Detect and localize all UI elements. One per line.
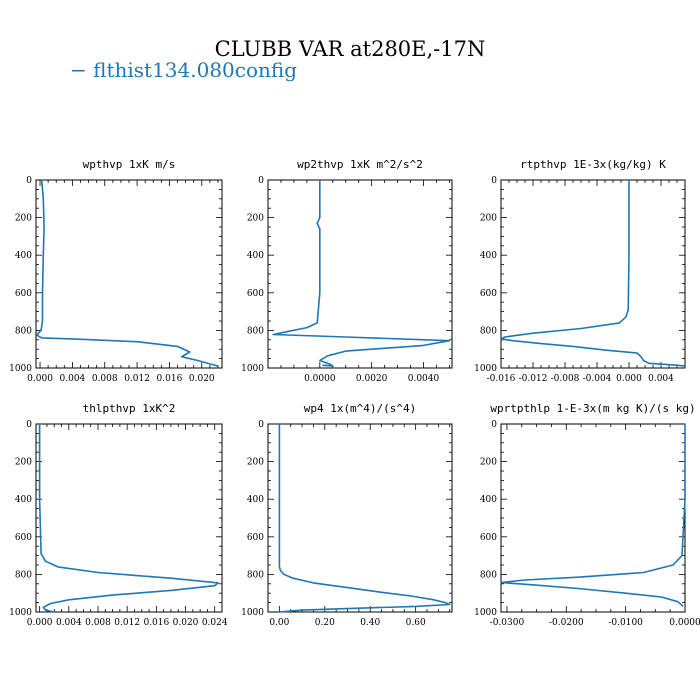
subplot-title: thlpthvp 1xK^2 bbox=[83, 402, 176, 415]
subplot: wp2thvp 1xK m^2/s^2 0 200 400 600 800 1000 0.00… bbox=[241, 158, 453, 384]
y-tick-label: 600 bbox=[15, 533, 32, 543]
x-tick-label: -0.0200 bbox=[549, 618, 584, 628]
x-tick-label: 0.012 bbox=[114, 618, 140, 628]
y-tick-label: 1000 bbox=[474, 364, 497, 374]
subplot-title: wprtpthlp 1-E-3x(m kg K)/(s kg) bbox=[490, 402, 695, 415]
y-tick-label: 0 bbox=[491, 176, 497, 186]
y-tick-label: 1000 bbox=[241, 364, 264, 374]
x-tick-label: 0.004 bbox=[648, 374, 674, 384]
y-tick-label: 200 bbox=[15, 458, 32, 468]
y-tick-label: 600 bbox=[247, 289, 264, 299]
subplot: wprtpthlp 1-E-3x(m kg K)/(s kg) 0 200 400 60… bbox=[474, 402, 700, 628]
y-tick-label: 800 bbox=[480, 570, 497, 580]
y-tick-label: 600 bbox=[15, 289, 32, 299]
y-tick-label: 200 bbox=[247, 214, 264, 224]
x-tick-label: -0.008 bbox=[551, 374, 580, 384]
x-tick-label: -0.004 bbox=[583, 374, 612, 384]
x-tick-label: 0.40 bbox=[360, 618, 380, 628]
legend-line-glyph: − bbox=[70, 58, 87, 82]
series-line bbox=[278, 424, 451, 613]
x-tick-label: 0.0040 bbox=[408, 374, 440, 384]
y-tick-label: 600 bbox=[247, 533, 264, 543]
x-tick-label: 0.00 bbox=[269, 618, 289, 628]
x-tick-label: 0.60 bbox=[406, 618, 426, 628]
subplot-title: rtpthvp 1E-3x(kg/kg) K bbox=[520, 158, 666, 171]
x-tick-label: -0.0300 bbox=[490, 618, 525, 628]
series-line bbox=[272, 180, 451, 367]
x-tick-label: 0.020 bbox=[173, 618, 199, 628]
plot-frame bbox=[35, 179, 223, 369]
x-tick-label: 0.000 bbox=[27, 374, 53, 384]
y-tick-label: 800 bbox=[15, 570, 32, 580]
series-line bbox=[500, 180, 686, 367]
y-tick-label: 0 bbox=[258, 176, 264, 186]
x-tick-label: 0.000 bbox=[616, 374, 642, 384]
y-tick-label: 600 bbox=[480, 533, 497, 543]
y-tick-label: 400 bbox=[247, 495, 264, 505]
subplot-title: wpthvp 1xK m/s bbox=[83, 158, 176, 171]
y-tick-label: 0 bbox=[258, 420, 264, 430]
series-line bbox=[500, 424, 686, 607]
y-tick-label: 800 bbox=[480, 326, 497, 336]
y-tick-label: 200 bbox=[480, 458, 497, 468]
y-tick-label: 400 bbox=[15, 495, 32, 505]
y-tick-label: 0 bbox=[26, 176, 32, 186]
x-tick-label: 0.0000 bbox=[669, 618, 700, 628]
x-tick-label: 0.008 bbox=[85, 618, 111, 628]
x-tick-label: -0.012 bbox=[519, 374, 548, 384]
figure-title: CLUBB VAR at280E,-17N bbox=[214, 37, 486, 61]
y-tick-label: 0 bbox=[26, 420, 32, 430]
x-tick-label: 0.016 bbox=[157, 374, 183, 384]
x-tick-label: 0.020 bbox=[189, 374, 215, 384]
legend-label: flthist134.080config bbox=[93, 58, 298, 82]
subplot-title: wp2thvp 1xK m^2/s^2 bbox=[297, 158, 423, 171]
y-tick-label: 1000 bbox=[474, 608, 497, 618]
x-tick-label: 0.012 bbox=[124, 374, 150, 384]
y-tick-label: 800 bbox=[15, 326, 32, 336]
y-tick-label: 200 bbox=[480, 214, 497, 224]
y-tick-label: 200 bbox=[15, 214, 32, 224]
x-tick-label: 0.024 bbox=[202, 618, 228, 628]
subplot: rtpthvp 1E-3x(kg/kg) K02004006008001000-… bbox=[474, 158, 686, 384]
x-tick-label: 0.016 bbox=[143, 618, 169, 628]
x-tick-label: 0.20 bbox=[315, 618, 335, 628]
series-line bbox=[38, 424, 220, 613]
plot-frame bbox=[35, 423, 223, 613]
x-tick-label: 0.000 bbox=[27, 618, 53, 628]
y-tick-label: 0 bbox=[491, 420, 497, 430]
y-tick-label: 1000 bbox=[241, 608, 264, 618]
y-tick-label: 200 bbox=[247, 458, 264, 468]
y-tick-label: 400 bbox=[247, 251, 264, 261]
y-tick-label: 400 bbox=[480, 495, 497, 505]
x-tick-label: 0.004 bbox=[60, 374, 86, 384]
legend: − flthist134.080config bbox=[70, 58, 297, 82]
y-tick-label: 1000 bbox=[9, 608, 32, 618]
y-tick-label: 800 bbox=[247, 570, 264, 580]
y-tick-label: 400 bbox=[15, 251, 32, 261]
x-tick-label: -0.0100 bbox=[608, 618, 643, 628]
y-tick-label: 600 bbox=[480, 289, 497, 299]
x-tick-label: -0.016 bbox=[487, 374, 516, 384]
series-line bbox=[35, 179, 219, 367]
x-tick-label: 0.0000 bbox=[304, 374, 336, 384]
plot-frame bbox=[500, 179, 686, 369]
x-tick-label: 0.0020 bbox=[356, 374, 388, 384]
subplot: wp4 1x(m^4)/(s^4) 0 200 400 600 800 1000 0.00 0.… bbox=[241, 402, 453, 628]
y-tick-label: 1000 bbox=[9, 364, 32, 374]
y-tick-label: 400 bbox=[480, 251, 497, 261]
x-tick-label: 0.008 bbox=[92, 374, 118, 384]
x-tick-label: 0.004 bbox=[56, 618, 82, 628]
y-tick-label: 800 bbox=[247, 326, 264, 336]
subplot-title: wp4 1x(m^4)/(s^4) bbox=[304, 402, 417, 415]
plot-frame bbox=[267, 423, 453, 613]
